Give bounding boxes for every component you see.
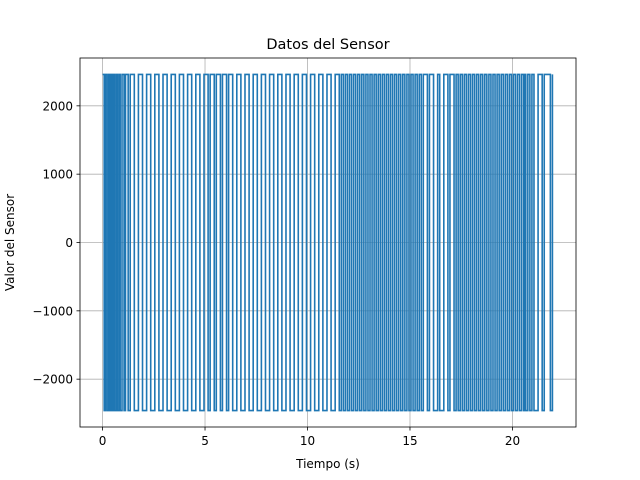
series-line [102,73,554,412]
y-tick-label: 1000 [42,168,73,182]
y-tick-label: 0 [65,236,73,250]
x-tick-label: 10 [300,434,315,448]
x-tick-label: 0 [99,434,107,448]
axis-ticks: 0 5 10 15 20 −2000 −1000 0 1000 2000 [32,99,520,448]
y-tick-label: 2000 [42,99,73,113]
x-tick-label: 5 [201,434,209,448]
y-tick-label: −2000 [32,373,73,387]
x-axis-label: Tiempo (s) [295,457,360,471]
y-tick-label: −1000 [32,304,73,318]
x-tick-label: 15 [402,434,417,448]
series-layer [102,73,554,412]
x-tick-label: 20 [505,434,520,448]
y-axis-label: Valor del Sensor [3,194,17,291]
chart-title: Datos del Sensor [266,37,389,53]
